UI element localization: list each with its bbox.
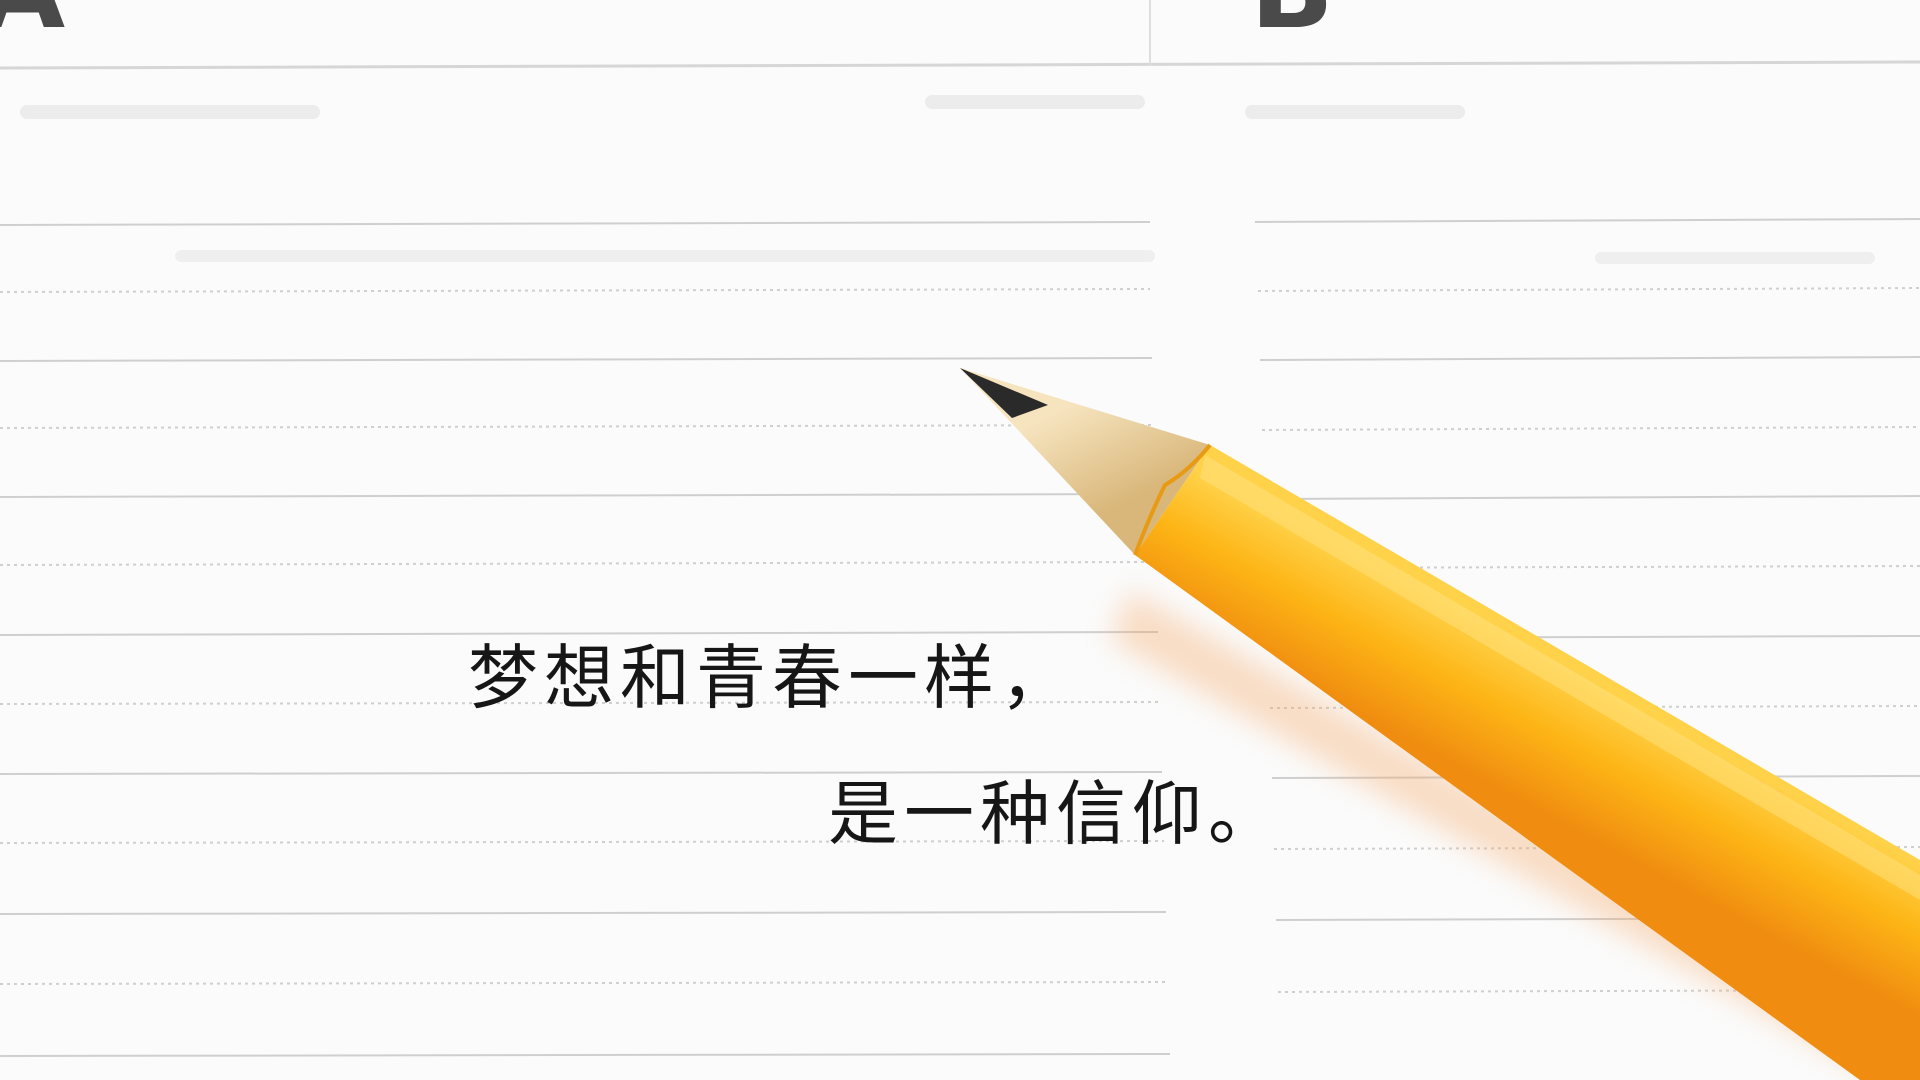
quote-line-1: 梦想和青春一样， bbox=[468, 637, 1076, 719]
ruled-lines-left bbox=[0, 221, 1171, 1057]
quote-line-2: 是一种信仰。 bbox=[828, 773, 1284, 855]
section-letter-b: B bbox=[1250, 0, 1334, 53]
section-letter-a: A bbox=[0, 0, 65, 53]
pencil-wood-tip bbox=[960, 368, 1210, 555]
pencil-graphite bbox=[960, 368, 1048, 418]
pencil-body bbox=[1135, 445, 1920, 1080]
